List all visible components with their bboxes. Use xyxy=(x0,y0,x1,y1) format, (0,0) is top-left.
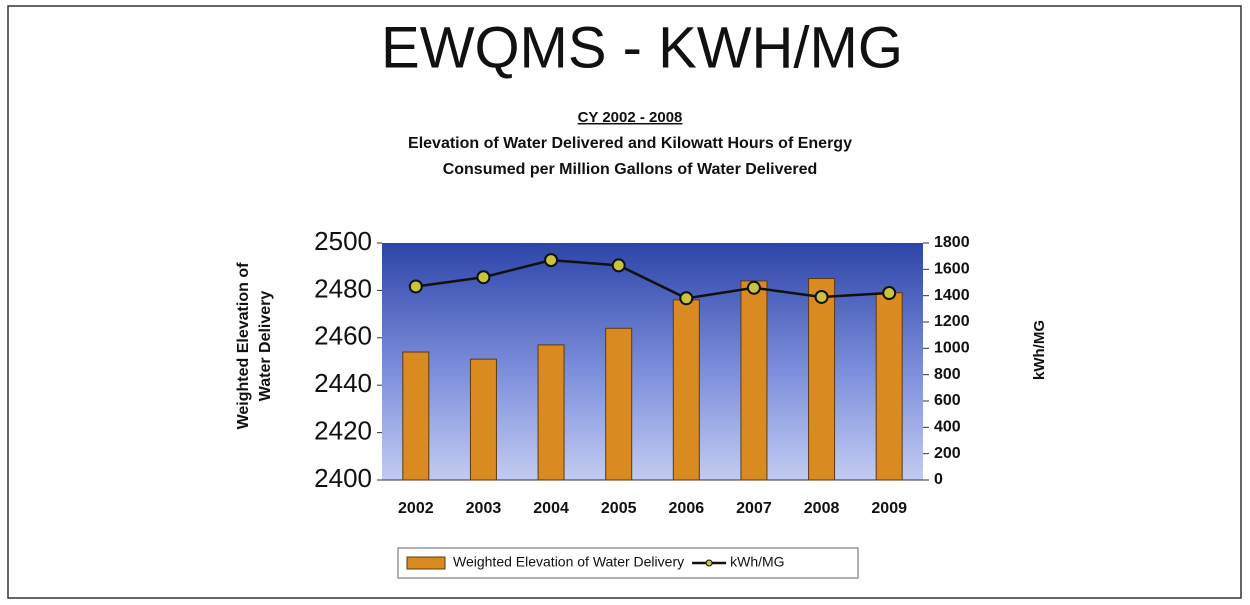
legend-label: Weighted Elevation of Water Delivery xyxy=(453,554,684,570)
y2-tick-label: 800 xyxy=(934,366,961,383)
line xyxy=(415,258,890,300)
x-tick-label: 2007 xyxy=(736,500,772,517)
marker xyxy=(544,253,559,268)
y2-tick-label: 1800 xyxy=(934,234,970,251)
legend xyxy=(397,547,859,579)
y-tick-label: 2460 xyxy=(314,321,372,351)
marker xyxy=(679,291,694,306)
y2-tick-label: 0 xyxy=(934,471,943,488)
x-tick-label: 2004 xyxy=(533,500,569,517)
marker xyxy=(882,286,897,301)
x-tick-label: 2008 xyxy=(804,500,840,517)
marker xyxy=(408,279,423,294)
y2-axis-label: kWh/MG xyxy=(1031,320,1048,380)
subtitle: Elevation of Water Delivered and Kilowat… xyxy=(408,135,852,152)
x-tick-label: 2009 xyxy=(871,500,907,517)
y2-tick-label: 1000 xyxy=(934,340,970,357)
bar xyxy=(469,358,497,481)
x-tick-label: 2006 xyxy=(669,500,705,517)
y-tick-label: 2400 xyxy=(314,463,372,493)
x-tick-label: 2005 xyxy=(601,500,637,517)
y-tick-label: 2440 xyxy=(314,368,372,398)
legend-swatch xyxy=(406,556,446,570)
bar xyxy=(537,344,565,481)
y2-tick-label: 1600 xyxy=(934,261,970,278)
bar xyxy=(740,280,768,481)
x-tick-label: 2002 xyxy=(398,500,434,517)
legend-marker xyxy=(705,559,713,567)
legend-label: kWh/MG xyxy=(730,554,784,570)
y2-tick-label: 200 xyxy=(934,445,961,462)
bar xyxy=(402,351,430,481)
plot-area xyxy=(382,243,923,480)
marker xyxy=(611,258,626,273)
bar xyxy=(875,292,903,481)
y-tick-label: 2500 xyxy=(314,226,372,256)
frame xyxy=(7,5,1242,599)
y2-tick-label: 600 xyxy=(934,392,961,409)
subtitle-heading: CY 2002 - 2008 xyxy=(578,109,683,126)
y-axis-label: Weighted Elevation of xyxy=(235,262,252,430)
marker xyxy=(814,289,829,304)
y-tick-label: 2420 xyxy=(314,415,372,445)
marker xyxy=(476,270,491,285)
y2-tick-label: 1400 xyxy=(934,287,970,304)
y-tick-label: 2480 xyxy=(314,273,372,303)
bar xyxy=(605,327,633,481)
x-tick-label: 2003 xyxy=(466,500,502,517)
bar xyxy=(808,278,836,481)
y-axis-label: Water Delivery xyxy=(257,291,274,402)
chart-title: EWQMS - KWH/MG xyxy=(381,15,903,80)
bar xyxy=(672,299,700,481)
subtitle: Consumed per Million Gallons of Water De… xyxy=(443,161,818,178)
marker xyxy=(746,280,761,295)
y2-tick-label: 1200 xyxy=(934,313,970,330)
y2-tick-label: 400 xyxy=(934,419,961,436)
